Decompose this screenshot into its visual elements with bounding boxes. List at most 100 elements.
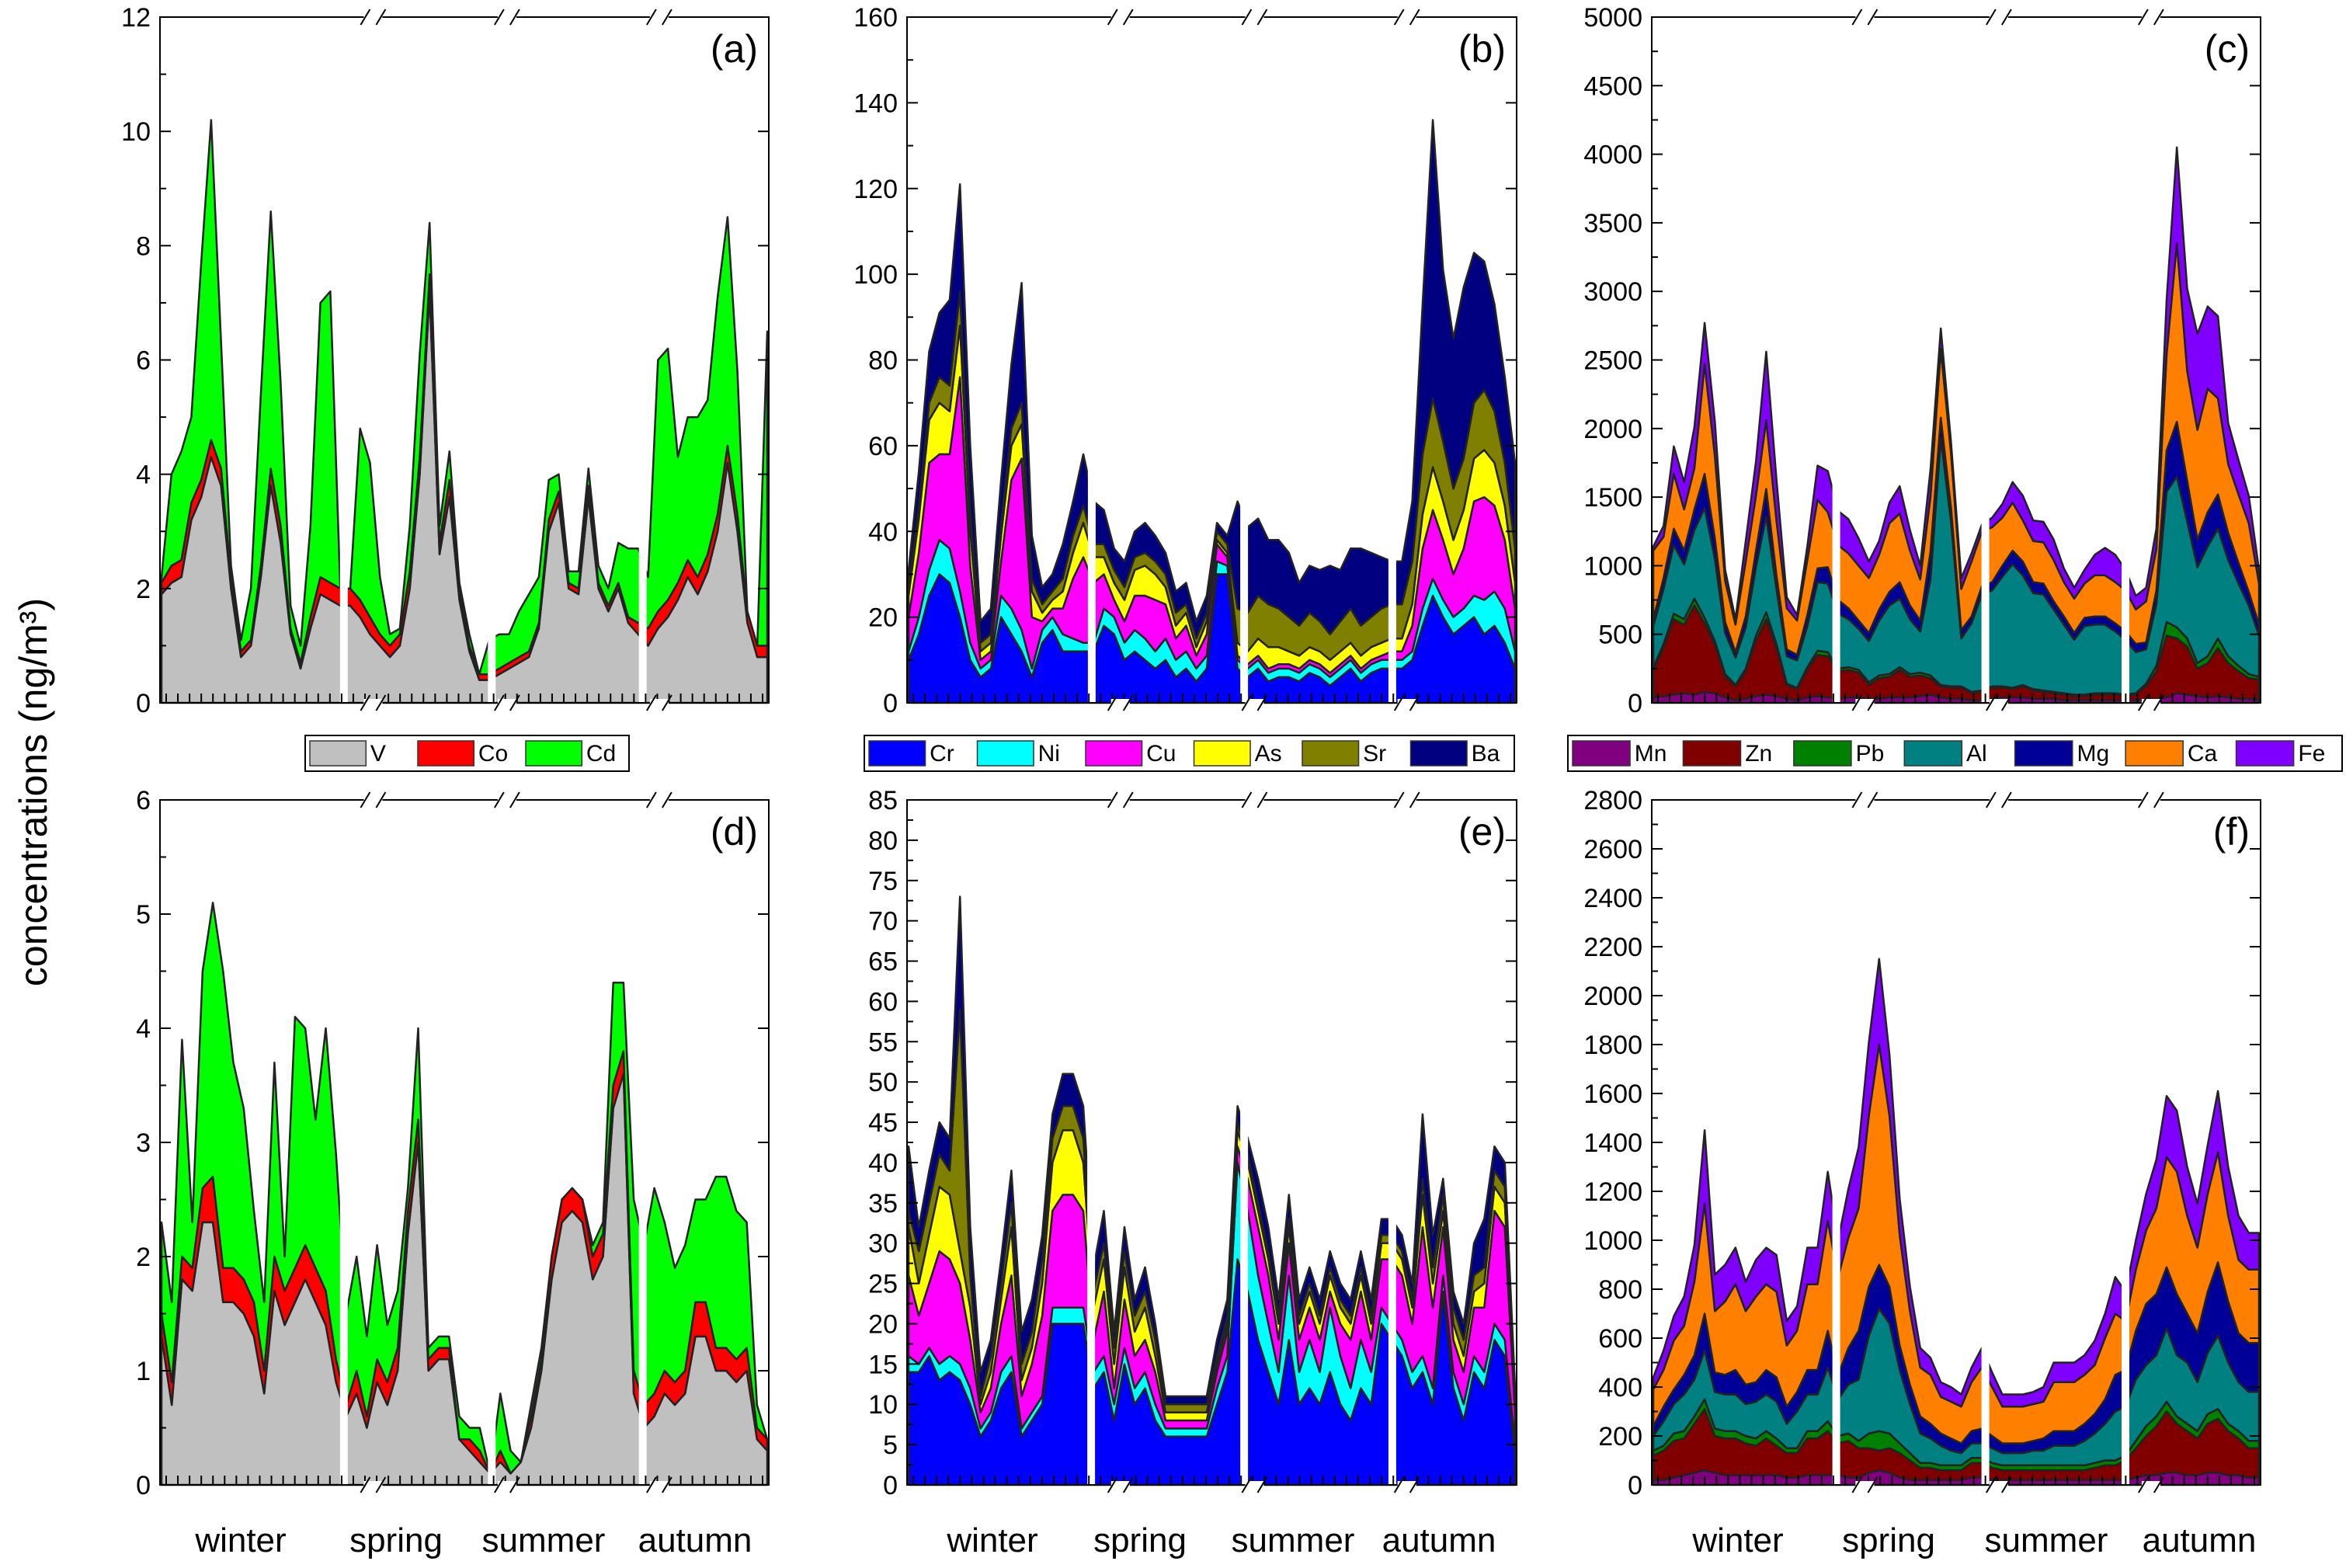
y-tick-label: 60 bbox=[868, 987, 898, 1017]
axis-break-gap bbox=[1855, 1481, 1875, 1489]
axis-break-mark bbox=[1409, 1476, 1420, 1493]
axis-break-gap bbox=[497, 699, 516, 707]
axis-break-gap bbox=[363, 13, 383, 21]
y-tick-label: 6 bbox=[136, 346, 151, 376]
panel-label: (e) bbox=[1458, 810, 1506, 854]
legend-swatch-as bbox=[1193, 740, 1251, 767]
y-tick-label: 2000 bbox=[1583, 415, 1642, 444]
y-tick-label: 0 bbox=[1628, 689, 1642, 718]
panel-b: 0 20 40 60 80 100 120 140 160 (b) bbox=[853, 3, 1517, 718]
area-fe bbox=[1652, 958, 2261, 1408]
panel-label: (c) bbox=[2205, 27, 2250, 71]
axis-break-gap bbox=[649, 699, 669, 707]
panel-label: (d) bbox=[711, 810, 758, 854]
y-tick-label: 4000 bbox=[1583, 141, 1642, 170]
legend-label-mg: Mg bbox=[2077, 741, 2109, 767]
axis-break-mark bbox=[2138, 694, 2149, 711]
axis-break-gap bbox=[1989, 699, 2008, 707]
y-tick-label: 0 bbox=[136, 689, 151, 718]
legend-swatch-v bbox=[309, 740, 367, 767]
y-tick-label: 30 bbox=[868, 1229, 898, 1259]
y-tick-label: 6 bbox=[136, 786, 151, 815]
axis-break-mark bbox=[2153, 694, 2164, 711]
axis-break-gap bbox=[1397, 699, 1416, 707]
axis-break-mark bbox=[1851, 694, 1863, 711]
axis-break-gap bbox=[2141, 1481, 2160, 1489]
season-gap bbox=[1981, 800, 1990, 1485]
axis-break-gap bbox=[1110, 796, 1130, 804]
legend-label-ni: Ni bbox=[1038, 741, 1060, 767]
y-tick-label: 2800 bbox=[1583, 786, 1642, 815]
axis-break-mark bbox=[1393, 791, 1405, 808]
area-cd bbox=[160, 902, 769, 1475]
legend-label-cu: Cu bbox=[1146, 741, 1176, 767]
y-tick-label: 8 bbox=[136, 231, 151, 261]
axis-break-mark bbox=[494, 694, 505, 711]
y-tick-label: 12 bbox=[121, 3, 151, 33]
legend-swatch-zn bbox=[1682, 740, 1742, 767]
y-tick-label: 2 bbox=[136, 1243, 151, 1272]
legend-label-sr: Sr bbox=[1363, 741, 1386, 767]
season-label-autumn-left: autumn bbox=[638, 1521, 752, 1559]
axis-break-mark bbox=[1851, 1476, 1863, 1493]
legend-label-zn: Zn bbox=[1745, 741, 1772, 767]
axis-break-gap bbox=[363, 699, 383, 707]
y-tick-label: 120 bbox=[853, 175, 898, 204]
season-gap bbox=[2122, 17, 2129, 703]
axis-break-mark bbox=[1867, 9, 1879, 26]
season-gap bbox=[488, 800, 496, 1485]
season-gap bbox=[2122, 800, 2129, 1485]
season-gap bbox=[1087, 800, 1096, 1485]
axis-break-mark bbox=[1986, 791, 1997, 808]
legend-frame bbox=[864, 735, 1515, 772]
axis-break-mark bbox=[1393, 694, 1405, 711]
y-tick-label: 80 bbox=[868, 826, 898, 856]
axis-break-mark bbox=[646, 791, 657, 808]
area-ba bbox=[907, 895, 1517, 1406]
axis-break-mark bbox=[1122, 9, 1134, 26]
axis-break-gap bbox=[1397, 13, 1416, 21]
y-tick-label: 70 bbox=[868, 907, 898, 937]
axis-break-gap bbox=[1855, 796, 1875, 804]
y-tick-label: 45 bbox=[868, 1108, 898, 1138]
y-tick-label: 20 bbox=[868, 603, 898, 633]
axis-break-gap bbox=[497, 796, 516, 804]
axis-break-mark bbox=[1851, 9, 1863, 26]
legend-label-mn: Mn bbox=[1635, 741, 1667, 767]
axis-break-gap bbox=[1855, 13, 1875, 21]
axis-break-mark bbox=[1107, 791, 1118, 808]
axis-break-mark bbox=[1241, 791, 1253, 808]
legend-swatch-pb bbox=[1793, 740, 1852, 767]
axis-break-mark bbox=[1867, 1476, 1879, 1493]
legend-label-pb: Pb bbox=[1856, 741, 1885, 767]
season-label-autumn-right: autumn bbox=[2143, 1521, 2257, 1559]
legend-label-v: V bbox=[370, 741, 386, 767]
axis-break-gap bbox=[1110, 1481, 1130, 1489]
axis-break-mark bbox=[662, 1476, 673, 1493]
y-tick-label: 35 bbox=[868, 1189, 898, 1219]
y-tick-label: 65 bbox=[868, 947, 898, 977]
season-gap bbox=[1240, 800, 1249, 1485]
season-gap bbox=[1388, 17, 1396, 703]
y-tick-label: 160 bbox=[853, 3, 898, 33]
panel-f: 0 200 400 600 800 1000 1200 1400 1600 1800 2000 220… bbox=[1583, 786, 2261, 1500]
y-tick-label: 1800 bbox=[1583, 1031, 1642, 1060]
axis-break-gap bbox=[1989, 796, 2008, 804]
axis-break-mark bbox=[2153, 9, 2164, 26]
panel-label: (f) bbox=[2213, 810, 2250, 854]
season-label-summer-middle: summer bbox=[1232, 1521, 1355, 1559]
axis-break-mark bbox=[1867, 694, 1879, 711]
axis-break-mark bbox=[375, 9, 387, 26]
y-tick-label: 50 bbox=[868, 1068, 898, 1097]
y-tick-label: 40 bbox=[868, 517, 898, 547]
axis-break-gap bbox=[1855, 699, 1875, 707]
y-tick-label: 10 bbox=[121, 117, 151, 147]
axis-break-gap bbox=[649, 13, 669, 21]
legend-label-ba: Ba bbox=[1472, 741, 1500, 767]
y-tick-label: 600 bbox=[1598, 1324, 1642, 1354]
y-tick-label: 3500 bbox=[1583, 209, 1642, 238]
area-cd bbox=[160, 119, 769, 676]
legend-swatch-cu bbox=[1085, 740, 1143, 767]
season-label-autumn-middle: autumn bbox=[1382, 1521, 1496, 1559]
